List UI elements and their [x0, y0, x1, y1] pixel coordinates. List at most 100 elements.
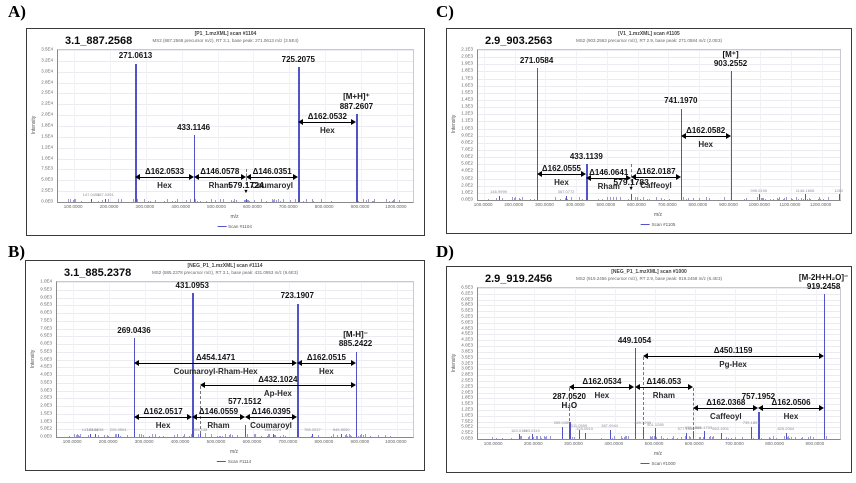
- small-peak-label: 367.0772: [557, 189, 575, 194]
- noise-peak-line: [654, 436, 656, 439]
- noise-peak-line: [712, 436, 714, 439]
- noise-peak-line: [734, 437, 736, 439]
- y-tick-label: 5.0E2: [461, 160, 473, 166]
- noise-peak-line: [671, 438, 673, 439]
- arrow-line: [683, 136, 728, 137]
- h-gridline: [478, 311, 840, 313]
- h-gridline: [57, 351, 413, 353]
- noise-peak-line: [191, 436, 193, 437]
- noise-peak-line: [97, 434, 99, 437]
- legend-label: Scan #1104: [228, 224, 252, 229]
- noise-peak-line: [775, 438, 777, 439]
- x-tick-label: 600.0000: [627, 202, 646, 207]
- noise-peak-line: [220, 198, 222, 202]
- noise-peak-line: [777, 198, 779, 200]
- noise-peak-line: [246, 433, 248, 437]
- x-tick-label: 500.0000: [644, 441, 664, 446]
- noise-peak-line: [237, 434, 239, 437]
- noise-peak-line: [772, 435, 774, 439]
- arrow-line: [138, 176, 191, 178]
- mass-delta-label: Δ146.0395: [251, 407, 291, 417]
- peak-line: [356, 113, 358, 202]
- noise-peak-line: [745, 197, 747, 200]
- peak-line: [312, 433, 314, 437]
- peak-label: 449.1054: [618, 336, 651, 345]
- h-gridline: [58, 115, 413, 117]
- v-gridline: [775, 288, 777, 439]
- noise-peak-line: [98, 200, 100, 202]
- h-gridline: [478, 121, 840, 123]
- y-tick-label: 1.2E3: [461, 406, 473, 412]
- mass-delta-label: Δ146.0578: [200, 166, 240, 176]
- peak-line: [758, 194, 760, 200]
- fragment-name-label: Rham: [597, 182, 620, 191]
- y-axis-tick-labels: 6.5E3 6.2E3 6.0E3 5.8E3 5.5E3 5.2E3 5.0E3 4.8E3…: [447, 285, 475, 441]
- peak-line: [609, 429, 611, 439]
- noise-peak-line: [666, 438, 668, 439]
- noise-peak-line: [598, 198, 600, 200]
- noise-peak-line: [550, 436, 552, 439]
- noise-peak-line: [515, 196, 517, 200]
- dashed-guide-line: [200, 385, 202, 434]
- peak-mz-value: 885.2422: [338, 339, 373, 349]
- y-tick-label: 3.0E3: [461, 365, 473, 371]
- noise-peak-line: [741, 436, 743, 439]
- x-tick-label: 500.0000: [207, 204, 226, 209]
- peak-mz-value: 723.1907: [280, 291, 314, 301]
- small-peak-label: 147.0455: [82, 192, 100, 198]
- fragment-name-label: Hex: [320, 125, 335, 135]
- noise-peak-line: [190, 433, 192, 437]
- y-tick-label: 5.0E2: [461, 423, 473, 429]
- noise-peak-line: [487, 199, 489, 200]
- peak-mz-value: 725.2075: [281, 54, 315, 64]
- noise-peak-line: [723, 196, 725, 200]
- fragment-name-label: Ap-Hex: [263, 388, 292, 398]
- small-peak-label: 187.0391: [97, 192, 114, 198]
- peak-line: [578, 429, 580, 439]
- spectrum-chart: [P1_1.mzXML] scan #1104 MS2 (887.2568 pre…: [26, 28, 425, 236]
- arrowhead-left-icon: [298, 118, 304, 125]
- x-tick-label: 700.0000: [278, 439, 298, 444]
- h-gridline: [57, 413, 413, 415]
- arrow-line: [572, 386, 632, 388]
- noise-peak-line: [649, 198, 651, 200]
- noise-peak-line: [688, 435, 690, 439]
- noise-peak-line: [495, 438, 497, 439]
- v-gridline: [576, 50, 578, 200]
- noise-peak-line: [705, 197, 707, 200]
- noise-peak-line: [521, 436, 523, 439]
- noise-peak-line: [795, 436, 797, 439]
- noise-peak-line: [778, 196, 780, 200]
- noise-peak-line: [132, 200, 134, 202]
- noise-peak-line: [522, 197, 524, 200]
- feature-id-label: 2.9_919.2456: [485, 273, 553, 285]
- h-gridline: [478, 178, 840, 180]
- y-tick-label: 2.5E4: [41, 89, 53, 95]
- small-peak-label: 225.0504: [109, 427, 127, 433]
- h-gridline: [57, 289, 413, 291]
- noise-peak-line: [571, 437, 573, 439]
- peak-line: [693, 431, 695, 439]
- y-tick-label: 1.3E3: [461, 103, 473, 109]
- peak-line: [758, 411, 760, 439]
- noise-peak-line: [783, 198, 785, 200]
- noise-peak-line: [765, 198, 767, 200]
- mass-delta-label: Δ162.0532: [307, 111, 347, 121]
- h-gridline: [478, 128, 840, 130]
- noise-peak-line: [492, 437, 494, 439]
- noise-peak-line: [221, 436, 223, 437]
- noise-peak-line: [136, 199, 138, 202]
- v-gridline: [288, 282, 290, 437]
- noise-peak-line: [672, 435, 674, 439]
- peak-line: [631, 194, 633, 200]
- noise-peak-line: [104, 434, 106, 437]
- noise-peak-line: [80, 201, 82, 202]
- x-tick-label: 1000.0000: [385, 204, 407, 209]
- plot-area: 147.0455 187.0391 271.0613 433.1146 725.2075…: [57, 49, 414, 203]
- noise-peak-line: [559, 199, 561, 200]
- y-tick-label: 2.0E4: [41, 111, 53, 117]
- y-tick-label: 7.5E2: [461, 418, 473, 424]
- noise-peak-line: [248, 201, 250, 202]
- marker-mz-label: 579.1724: [228, 179, 264, 190]
- peak-line: [200, 433, 202, 437]
